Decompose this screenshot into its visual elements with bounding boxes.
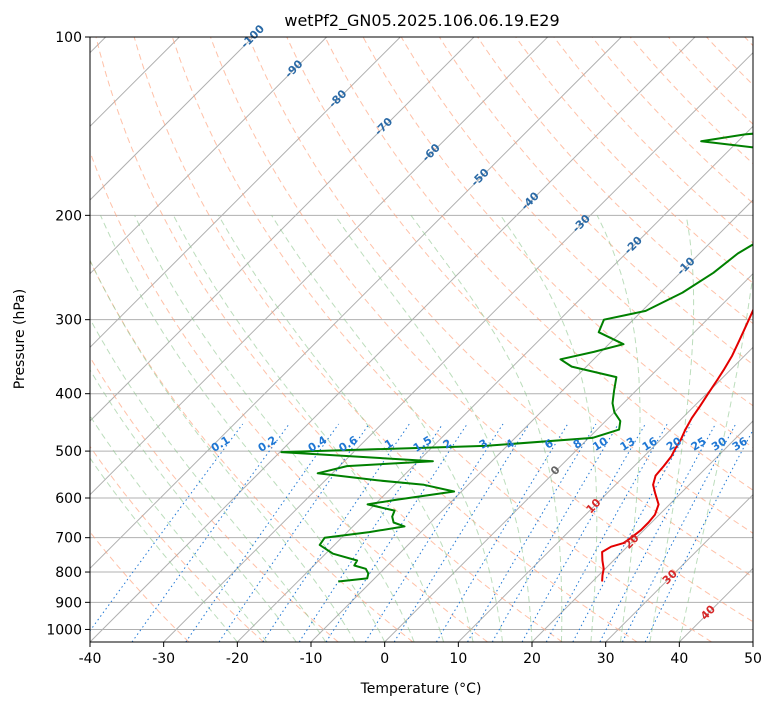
dry-adiabat — [400, 37, 753, 407]
dry-adiabat — [248, 37, 753, 578]
moist-adiabat — [90, 369, 297, 642]
dry-adiabat — [477, 37, 753, 325]
y-tick-label: 1000 — [46, 622, 82, 638]
x-tick-label: 40 — [670, 651, 688, 667]
isotherm-gridline — [90, 37, 622, 570]
chart-title: wetPf2_GN05.2025.106.06.19.E29 — [284, 11, 559, 31]
mixing-ratio-line — [185, 423, 340, 642]
dry-adiabat — [133, 37, 638, 642]
x-tick-label: -30 — [152, 651, 175, 667]
y-axis-ticks: 100 200 300 400 500 600 700 800 900 1000 — [46, 30, 90, 638]
y-tick-label: 500 — [55, 444, 82, 460]
x-tick-label: 10 — [449, 651, 467, 667]
isotherm-gridline — [384, 272, 753, 642]
mixing-ratio-line — [467, 423, 597, 642]
dry-adiabat — [515, 37, 753, 284]
plot-background — [90, 37, 753, 642]
mixing-ratio-line — [545, 423, 668, 642]
dry-adiabat — [210, 37, 753, 623]
y-tick-label: 300 — [55, 313, 82, 329]
mixing-ratio-line — [262, 423, 410, 642]
mixing-ratio-line — [521, 423, 646, 642]
moist-adiabat — [90, 317, 327, 642]
isotherm-gridline — [90, 37, 254, 201]
isotherm-gridline — [236, 125, 753, 642]
y-tick-label: 200 — [55, 208, 82, 224]
dry-adiabat — [324, 37, 753, 491]
moist-adiabat — [678, 270, 753, 642]
x-tick-label: 20 — [523, 651, 541, 667]
y-tick-label: 800 — [55, 565, 82, 581]
moist-adiabat — [334, 215, 533, 642]
mixing-ratio-line — [491, 423, 619, 642]
isotherm-gridline — [163, 51, 753, 642]
x-axis-ticks: -40 -30 -20 -10 0 10 20 30 40 50 — [79, 642, 762, 667]
moist-adiabat — [90, 414, 268, 642]
plot-frame — [89, 36, 754, 643]
dry-adiabat — [95, 37, 563, 642]
mixing-ratio-line — [435, 423, 569, 642]
moist-adiabat — [218, 215, 474, 642]
mixing-ratio-line — [621, 423, 737, 642]
isotherm-gridline — [90, 37, 696, 642]
temperature-profile-line — [601, 308, 753, 582]
y-tick-label: 900 — [55, 595, 82, 611]
x-tick-label: 0 — [380, 651, 389, 667]
profile-series — [280, 132, 753, 583]
moist-adiabat — [500, 215, 598, 642]
dewpoint-profile-line — [280, 132, 753, 583]
x-tick-label: -20 — [226, 651, 249, 667]
dry-adiabat — [90, 445, 264, 642]
moist-adiabat — [134, 215, 415, 642]
moist-adiabat — [90, 457, 238, 642]
moist-adiabat — [172, 215, 445, 642]
x-tick-label: -40 — [79, 651, 102, 667]
isotherm-gridline — [90, 37, 401, 349]
isotherm-gridline — [90, 37, 328, 275]
mixing-ratio-line — [218, 423, 370, 642]
x-tick-label: -10 — [300, 651, 323, 667]
mixing-ratio-line — [599, 423, 716, 642]
isotherm-gridline — [90, 37, 475, 422]
y-tick-label: 100 — [55, 30, 82, 46]
y-tick-label: 600 — [55, 491, 82, 507]
dry-adiabat — [171, 37, 712, 642]
isotherm-gridline — [90, 37, 549, 496]
y-tick-label: 400 — [55, 387, 82, 403]
plot-area: -100-90-80-70-60-50-40-30-20-10010203040… — [89, 22, 754, 643]
mixing-ratio-line — [90, 423, 244, 632]
isotherm-gridline — [752, 641, 753, 642]
mixing-ratio-line — [325, 423, 468, 642]
dry-adiabat — [591, 37, 753, 204]
x-tick-label: 50 — [744, 651, 762, 667]
moist-adiabat — [649, 215, 695, 642]
mixing-ratio-line — [572, 423, 692, 642]
isotherm-gridline — [605, 493, 753, 642]
y-tick-label: 700 — [55, 531, 82, 547]
moist-adiabat — [271, 215, 503, 642]
x-tick-label: 30 — [597, 651, 615, 667]
moist-adiabat — [596, 215, 641, 642]
x-axis-label: Temperature (°C) — [360, 681, 482, 697]
y-axis-label: Pressure (hPa) — [12, 289, 28, 389]
moist-adiabat — [100, 215, 386, 642]
mixing-ratio-line — [644, 428, 753, 642]
moist-adiabat — [90, 259, 356, 642]
